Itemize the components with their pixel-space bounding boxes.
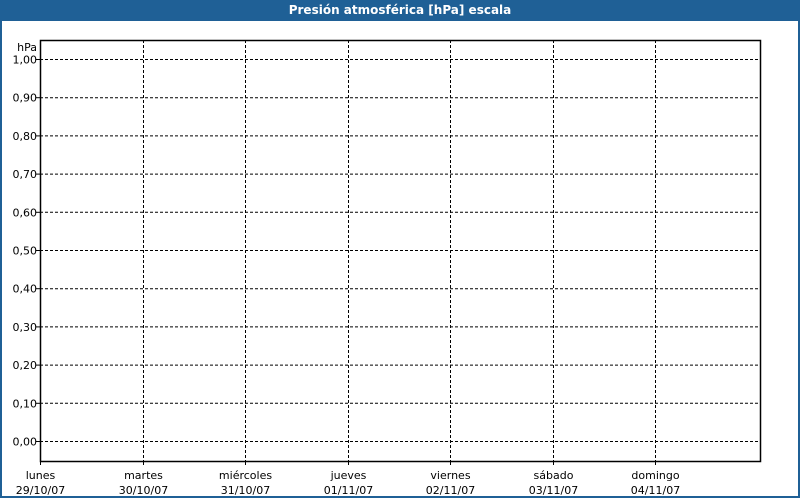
y-tick-label: 0,40 <box>13 283 38 296</box>
x-tick-date: 29/10/07 <box>16 484 65 497</box>
y-tick-label: 0,50 <box>13 245 38 258</box>
y-tick-label: 0,20 <box>13 359 38 372</box>
x-tick-day: miércoles <box>219 469 272 482</box>
y-tick-label: 0,30 <box>13 321 38 334</box>
window-title: Presión atmosférica [hPa] escala <box>0 0 800 21</box>
y-tick-label: 0,80 <box>13 130 38 143</box>
y-tick-label: 0,10 <box>13 397 38 410</box>
plot-area-border <box>39 39 762 463</box>
x-tick-day: jueves <box>330 469 367 482</box>
x-tick-day: lunes <box>26 469 56 482</box>
y-tick-label: 0,00 <box>13 436 38 449</box>
x-tick-day: viernes <box>430 469 470 482</box>
y-axis-label: hPa <box>17 41 37 54</box>
y-tick-label: 0,60 <box>13 206 38 219</box>
y-tick-label: 1,00 <box>13 54 38 67</box>
x-tick-day: martes <box>124 469 163 482</box>
y-tick-label: 0,90 <box>13 92 38 105</box>
x-tick-date: 02/11/07 <box>426 484 475 497</box>
x-tick-date: 04/11/07 <box>631 484 680 497</box>
x-tick-day: domingo <box>631 469 679 482</box>
x-tick-day: sábado <box>534 469 574 482</box>
x-tick-date: 01/11/07 <box>324 484 373 497</box>
y-tick-label: 0,70 <box>13 168 38 181</box>
x-tick-date: 31/10/07 <box>221 484 270 497</box>
x-tick-date: 30/10/07 <box>119 484 168 497</box>
x-tick-date: 03/11/07 <box>529 484 578 497</box>
